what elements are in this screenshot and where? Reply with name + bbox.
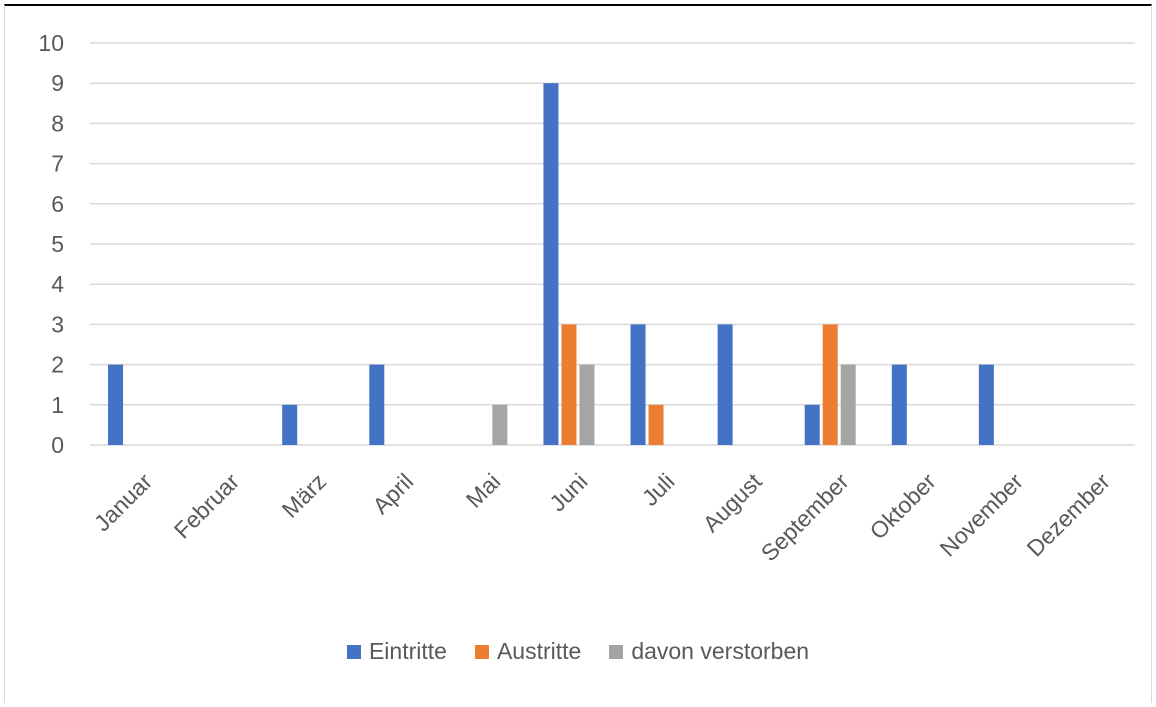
x-tick-label: März [277, 468, 332, 523]
bar-eintritte-märz [282, 404, 298, 445]
bar-eintritte-juni [543, 83, 559, 445]
bar-eintritte-juli [630, 324, 646, 445]
x-tick-label: November [934, 468, 1028, 562]
bar-davon-verstorben-september [840, 364, 856, 445]
x-tick-label: Oktober [865, 468, 941, 544]
x-tick-label: Januar [89, 468, 157, 536]
y-tick-label: 9 [51, 70, 64, 96]
legend-label-eintritte: Eintritte [368, 638, 447, 664]
legend-label-austritte: Austritte [496, 638, 582, 664]
y-tick-label: 4 [51, 271, 64, 297]
y-tick-label: 10 [38, 30, 64, 56]
bar-davon-verstorben-mai [492, 404, 508, 445]
legend-swatch-austritte [474, 644, 489, 659]
y-tick-label: 2 [51, 352, 64, 378]
bar-davon-verstorben-juni [579, 364, 595, 445]
legend: Eintritte Austritte davon verstorben [0, 638, 1156, 665]
legend-item-eintritte: Eintritte [346, 638, 447, 665]
y-tick-label: 3 [51, 311, 64, 337]
bar-austritte-juli [648, 404, 664, 445]
y-tick-label: 5 [51, 231, 64, 257]
legend-swatch-eintritte [346, 644, 361, 659]
chart-frame [4, 4, 1152, 703]
legend-item-davon-verstorben: davon verstorben [609, 638, 809, 665]
legend-swatch-davon-verstorben [609, 644, 624, 659]
bar-eintritte-april [369, 364, 385, 445]
x-tick-label: September [756, 468, 854, 566]
bar-eintritte-august [717, 324, 733, 445]
bar-austritte-juni [561, 324, 577, 445]
y-tick-label: 7 [51, 151, 64, 177]
bar-eintritte-september [804, 404, 820, 445]
bar-eintritte-november [978, 364, 994, 445]
bar-eintritte-oktober [891, 364, 907, 445]
y-tick-label: 0 [51, 432, 64, 458]
bar-eintritte-januar [108, 364, 124, 445]
x-tick-label: April [367, 468, 418, 519]
legend-item-austritte: Austritte [474, 638, 582, 665]
y-tick-label: 6 [51, 191, 64, 217]
y-tick-label: 1 [51, 392, 64, 418]
x-tick-label: Dezember [1022, 468, 1116, 562]
x-tick-label: Februar [169, 468, 245, 544]
x-tick-label: Juli [637, 468, 680, 511]
x-tick-label: Mai [461, 468, 506, 513]
y-tick-label: 8 [51, 110, 64, 136]
legend-label-davon-verstorben: davon verstorben [631, 638, 810, 664]
bar-austritte-september [822, 324, 838, 445]
x-tick-label: Juni [544, 468, 592, 516]
x-tick-label: August [698, 468, 767, 537]
